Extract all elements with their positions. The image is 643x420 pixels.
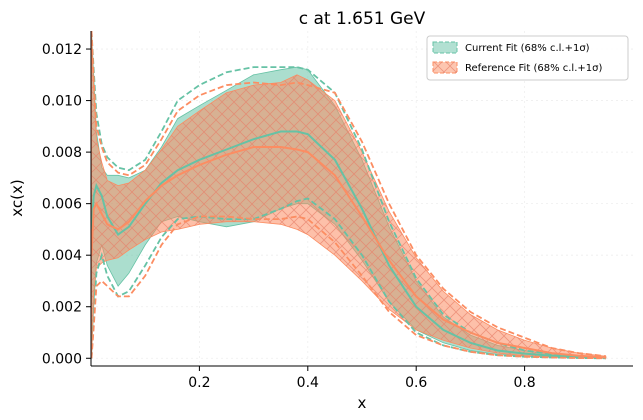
legend-box	[426, 35, 629, 81]
lines	[91, 31, 607, 360]
legend-swatch-reference-hatch	[433, 62, 457, 73]
y-tick-label-3: 0.006	[42, 197, 82, 213]
y-tick-label-0: 0.000	[42, 351, 82, 367]
x-tick-label-3: 0.8	[513, 375, 535, 391]
x-tick-label-1: 0.4	[297, 375, 319, 391]
y-tick-label-2: 0.004	[42, 248, 82, 264]
y-tick-label-4: 0.008	[42, 145, 82, 161]
plot-area	[91, 31, 607, 360]
chart-title: c at 1.651 GeV	[299, 9, 426, 29]
y-ticks: 0.000 0.002 0.004 0.006 0.008 0.010 0.012	[42, 42, 91, 367]
reference-central-line	[91, 146, 606, 359]
legend-swatch-current	[432, 41, 458, 54]
y-tick-label-5: 0.010	[42, 94, 82, 110]
current-central-line	[91, 130, 606, 359]
reference-sigma-upper-line	[91, 31, 607, 358]
legend-label-current: Current Fit (68% c.l.+1σ)	[465, 43, 590, 54]
legend: Current Fit (68% c.l.+1σ) Reference Fit …	[426, 35, 629, 81]
x-axis-title: x	[358, 394, 367, 412]
legend-label-reference: Reference Fit (68% c.l.+1σ)	[465, 63, 602, 74]
y-tick-label-1: 0.002	[42, 300, 82, 316]
reference-sigma-lower-line	[91, 215, 606, 360]
x-ticks: 0.2 0.4 0.6 0.8	[188, 366, 536, 391]
axes	[90, 31, 633, 367]
y-tick-label-6: 0.012	[42, 42, 82, 58]
x-tick-label-0: 0.2	[188, 375, 210, 391]
y-axis-title: xc(x)	[8, 179, 26, 216]
x-tick-label-2: 0.6	[405, 375, 427, 391]
